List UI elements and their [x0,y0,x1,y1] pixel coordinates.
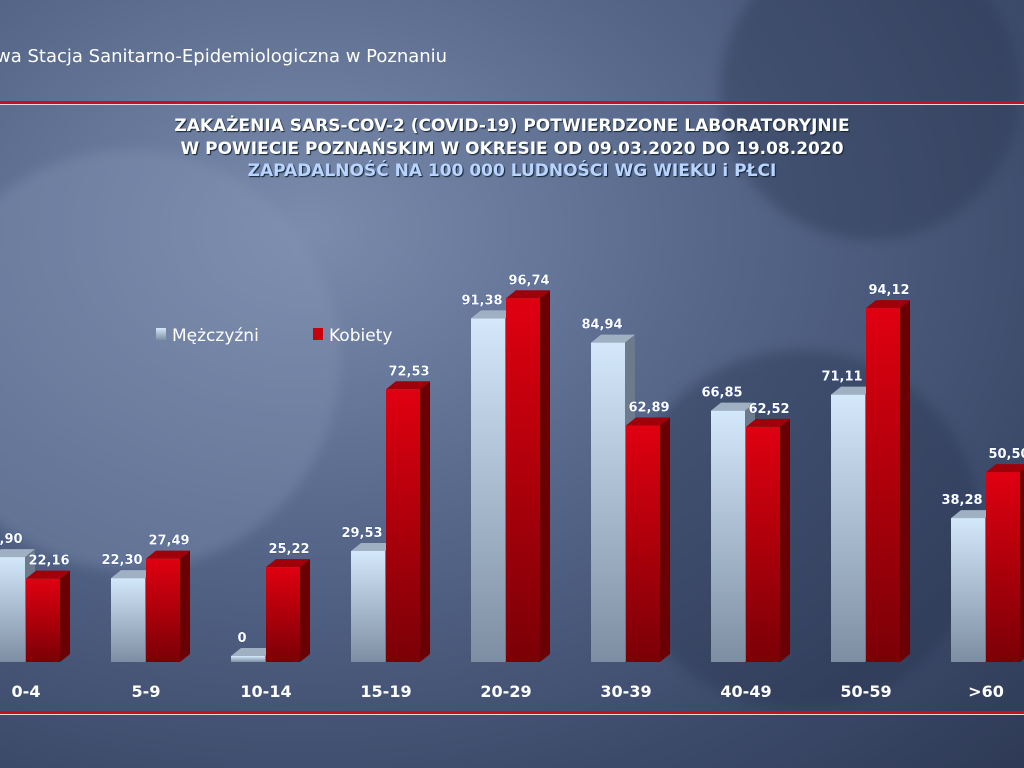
data-label: 50,50 [988,447,1024,462]
bar-female-0-4 [26,578,60,662]
bar-female-10-14 [266,567,300,662]
bar-female-15-19 [386,389,420,662]
bar-side [660,417,670,662]
data-label: 29,53 [341,526,382,541]
bar-top [471,310,515,319]
x-tick-label: 20-29 [480,682,531,701]
bar-male-40-49 [711,410,745,662]
bar-top [26,570,70,579]
data-label: 91,38 [461,293,502,308]
bar-male->60 [951,518,985,662]
bar-top [351,542,395,551]
data-label: 62,52 [748,402,789,417]
bar-female-40-49 [746,426,780,662]
top-divider [0,101,1024,104]
bar-side [900,300,910,662]
organization-name: wa Stacja Sanitarno-Epidemiologiczna w P… [0,46,448,67]
bar-top [0,549,35,558]
data-label: 96,74 [508,273,549,288]
bar-top [711,402,755,411]
bar-female-20-29 [506,298,540,662]
data-label: 84,94 [581,318,622,333]
legend: Mężczyźni Kobiety [156,326,392,346]
bar-top [231,648,275,656]
data-label: 38,28 [941,493,982,508]
bar-side [1020,468,1024,662]
data-label: 94,12 [868,283,909,298]
x-tick-label: 40-49 [720,682,771,701]
x-tick-label: 10-14 [240,682,291,701]
legend-label-male: Mężczyźni [172,326,259,346]
bar-side [300,559,310,662]
bar-female->60 [986,472,1020,662]
data-label: 62,89 [628,401,669,416]
bar-male-30-39 [591,342,625,662]
legend-label-female: Kobiety [329,326,392,346]
bar-female-50-59 [866,308,900,662]
bar-top [626,417,670,426]
bar-top [866,300,910,309]
x-tick-label: 30-39 [600,682,651,701]
bottom-divider [0,711,1024,714]
bar-top [386,381,430,390]
bar-top [951,510,995,519]
bar-side [60,570,70,662]
data-label: 22,16 [28,554,69,569]
data-label: 27,49 [148,534,189,549]
data-label: 72,53 [388,364,429,379]
x-tick-label: 0-4 [12,682,41,701]
chart-title-line-2: W POWIECIE POZNAŃSKIM W OKRESIE OD 09.03… [180,139,844,159]
bar-female-5-9 [146,558,180,662]
x-tick-label: >60 [968,682,1004,701]
bar-top [591,334,635,343]
data-label: 22,30 [101,553,142,568]
chart-title-line-1: ZAKAŻENIA SARS-COV-2 (COVID-19) POTWIERD… [174,116,850,136]
bar-top [986,464,1024,473]
bar-side [540,290,550,662]
bar-male-10-14 [231,656,265,662]
bar-top [831,386,875,395]
bar-top [746,418,790,427]
legend-swatch-female [313,328,323,340]
bar-side [780,418,790,662]
bar-female-30-39 [626,425,660,662]
data-label: 71,11 [821,370,862,385]
x-tick-label: 15-19 [360,682,411,701]
bar-side [180,550,190,662]
data-label: 66,85 [701,386,742,401]
bar-top [506,290,550,299]
bar-top [266,559,310,568]
bar-male-15-19 [351,550,385,662]
data-label: 0 [237,631,246,646]
x-tick-label: 5-9 [132,682,161,701]
x-tick-label: 50-59 [840,682,891,701]
bar-top [146,550,190,559]
bar-male-20-29 [471,318,505,662]
bar-top [111,570,155,579]
bar-male-0-4 [0,557,25,662]
bar-side [420,381,430,662]
data-label: 27,90 [0,532,23,547]
bar-male-50-59 [831,394,865,662]
legend-swatch-male [156,328,166,340]
chart-subtitle: ZAPADALNOŚĆ NA 100 000 LUDNOŚCI WG WIEKU… [247,161,777,181]
bar-male-5-9 [111,578,145,662]
data-label: 25,22 [268,542,309,557]
